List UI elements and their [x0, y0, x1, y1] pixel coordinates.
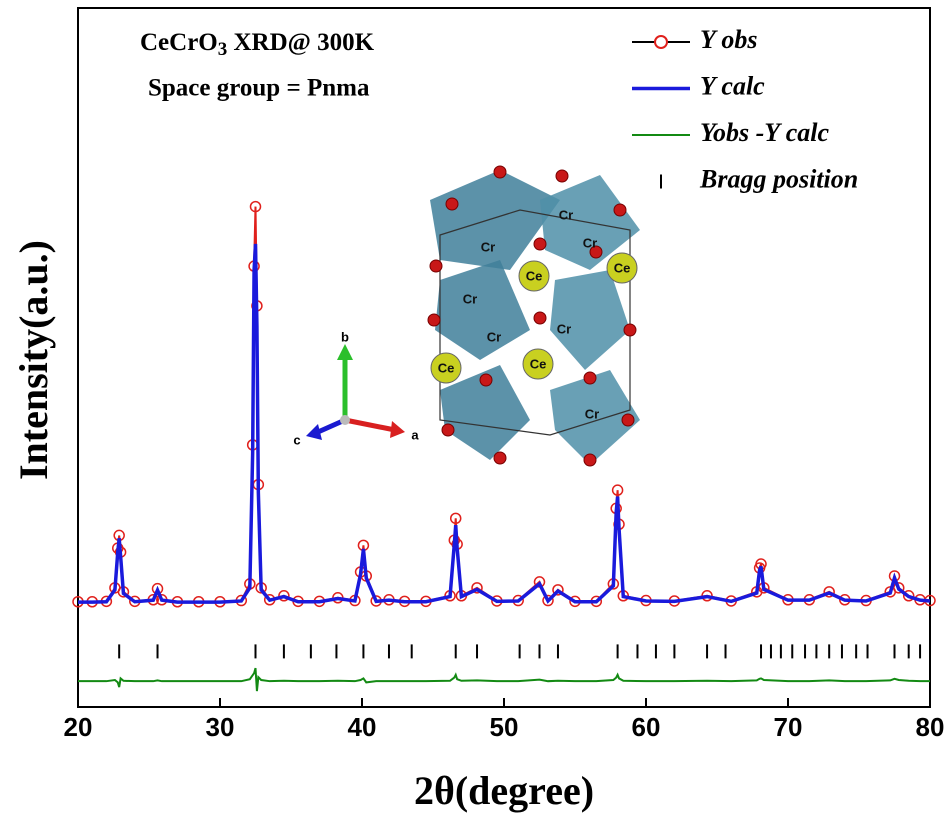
- legend-symbol: [655, 36, 667, 48]
- legend-label: Yobs -Y calc: [700, 118, 829, 147]
- x-tick-label: 50: [490, 712, 519, 742]
- inset-atom-label: Cr: [481, 239, 495, 254]
- page: 20 30 40 50 60 70 80 2θ(degree) Intensity(a.u.) C…: [0, 0, 951, 821]
- x-tick-label: 20: [64, 712, 93, 742]
- inset-atom-label: Ce: [526, 268, 543, 283]
- title-part: 3: [218, 39, 228, 60]
- inset-atom-label: Ce: [614, 260, 631, 275]
- inset-axis-label: b: [341, 329, 349, 344]
- x-tick-label: 60: [632, 712, 661, 742]
- legend-label: Bragg position: [699, 164, 858, 193]
- chart: 20 30 40 50 60 70 80 2θ(degree) Intensity(a.u.) C…: [0, 0, 951, 821]
- inset-atom-label: Cr: [463, 291, 477, 306]
- legend-label: Y obs: [700, 25, 758, 54]
- inset-atom-label: Cr: [487, 329, 501, 344]
- inset-axis-label: c: [293, 432, 300, 447]
- inset-atom-label: Cr: [583, 235, 597, 250]
- x-tick-label: 70: [774, 712, 803, 742]
- x-tick-label: 40: [348, 712, 377, 742]
- title-part: CeCrO: [140, 29, 218, 56]
- series-line: [78, 668, 930, 691]
- subtitle: Space group = Pnma: [148, 75, 370, 102]
- inset-atom-label: Cr: [559, 207, 573, 222]
- inset-atom-label: Ce: [530, 356, 547, 371]
- title-part: XRD@ 300K: [227, 29, 374, 56]
- inset-atom-label: Cr: [557, 321, 571, 336]
- inset-atom-label: Ce: [438, 360, 455, 375]
- inset-axis-label: a: [411, 427, 419, 442]
- legend-label: Y calc: [700, 71, 765, 100]
- x-tick-label: 30: [206, 712, 235, 742]
- inset-atom-label: Cr: [585, 406, 599, 421]
- x-tick-label: 80: [916, 712, 945, 742]
- y-axis-label: Intensity(a.u.): [11, 240, 56, 480]
- chart-title: CeCrO3 XRD@ 300K: [140, 29, 375, 61]
- x-axis-label: 2θ(degree): [414, 768, 594, 813]
